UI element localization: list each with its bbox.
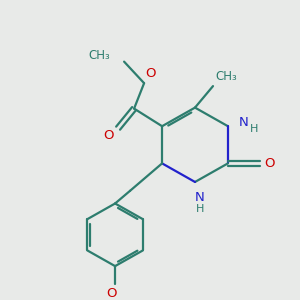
Text: O: O: [103, 130, 113, 142]
Text: CH₃: CH₃: [88, 49, 110, 62]
Text: N: N: [239, 116, 249, 129]
Text: N: N: [195, 191, 205, 204]
Text: O: O: [265, 157, 275, 170]
Text: CH₃: CH₃: [215, 70, 237, 83]
Text: O: O: [106, 287, 116, 300]
Text: O: O: [145, 67, 155, 80]
Text: H: H: [196, 204, 204, 214]
Text: H: H: [250, 124, 258, 134]
